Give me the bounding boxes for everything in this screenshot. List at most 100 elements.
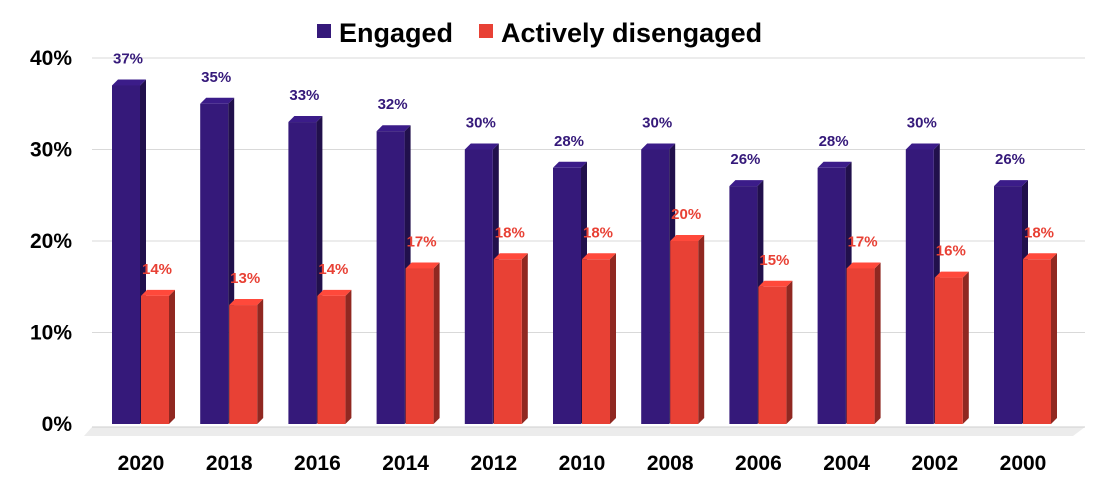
bar-front-face	[670, 241, 699, 424]
bar-engaged	[994, 180, 1028, 424]
bar-front-face	[112, 85, 140, 424]
bar-front-face	[582, 259, 610, 424]
bar-engaged	[112, 79, 146, 424]
bar-side-face	[1051, 253, 1057, 424]
data-label: 33%	[289, 87, 319, 104]
bar-side-face	[874, 262, 881, 424]
data-labels: 37% 14% 35% 13% 33% 14% 32% 17% 30% 18% 28% 18% 30% 2…	[113, 50, 1054, 287]
data-label: 28%	[554, 133, 584, 150]
data-label: 35%	[201, 69, 231, 86]
y-tick-label: 10%	[30, 322, 72, 345]
bar-actively-disengaged	[141, 289, 175, 424]
bar-front-face	[288, 122, 317, 425]
bar-front-face	[405, 268, 434, 424]
bar-actively-disengaged	[934, 271, 969, 424]
bar-actively-disengaged	[846, 262, 881, 424]
data-label: 32%	[378, 96, 408, 113]
x-tick-label: 2014	[382, 452, 429, 475]
bar-front-face	[141, 295, 169, 424]
x-tick-label: 2016	[294, 452, 341, 475]
bar-front-face	[553, 167, 581, 425]
bar-front-face	[200, 103, 229, 424]
legend-swatch-actively-disengaged	[479, 24, 493, 38]
bar-top-face	[200, 97, 235, 104]
data-label: 20%	[671, 206, 701, 223]
data-label: 13%	[230, 270, 260, 287]
data-label: 18%	[495, 224, 525, 241]
legend-label-engaged: Engaged	[339, 18, 453, 48]
bar-top-face	[1023, 253, 1057, 260]
bar-engaged	[376, 125, 411, 424]
bar-front-face	[729, 186, 758, 424]
bar-top-face	[641, 143, 676, 150]
bar-top-face	[553, 161, 587, 168]
bar-engaged	[817, 161, 852, 425]
bar-side-face	[433, 262, 440, 424]
data-label: 30%	[466, 115, 496, 132]
bar-actively-disengaged	[229, 299, 264, 424]
bar-side-face	[257, 299, 264, 424]
data-label: 15%	[759, 252, 789, 269]
bar-side-face	[698, 235, 705, 424]
x-tick-label: 2002	[911, 452, 958, 475]
bar-engaged	[288, 116, 323, 425]
bar-front-face	[376, 131, 405, 424]
bar-front-face	[934, 277, 963, 424]
bar-top-face	[493, 253, 528, 260]
data-label: 37%	[113, 50, 143, 67]
data-label: 16%	[936, 243, 966, 260]
bar-top-face	[141, 289, 175, 296]
bar-front-face	[1023, 259, 1051, 424]
bar-side-face	[169, 289, 175, 424]
bar-front-face	[229, 305, 258, 424]
chart-floor	[84, 426, 1085, 436]
data-label: 26%	[730, 151, 760, 168]
bar-front-face	[317, 295, 346, 424]
x-tick-label: 2000	[1000, 452, 1047, 475]
bar-actively-disengaged	[582, 253, 616, 424]
bar-top-face	[317, 289, 352, 296]
x-tick-label: 2012	[470, 452, 517, 475]
bar-top-face	[670, 235, 705, 241]
bar-top-face	[758, 280, 793, 287]
bar-front-face	[758, 286, 787, 424]
bar-engaged	[729, 180, 764, 424]
data-label: 26%	[995, 151, 1025, 168]
y-tick-label: 30%	[30, 139, 72, 162]
y-tick-label: 40%	[30, 47, 72, 70]
bar-side-face	[521, 253, 528, 424]
bar-top-face	[376, 125, 411, 132]
chart-legend: Engaged Actively disengaged	[317, 18, 762, 48]
bar-top-face	[464, 143, 499, 150]
x-tick-label: 2018	[206, 452, 253, 475]
data-label: 18%	[1024, 224, 1054, 241]
bar-side-face	[610, 253, 616, 424]
bar-side-face	[962, 271, 969, 424]
floor-plane	[84, 427, 1085, 436]
bar-front-face	[994, 186, 1022, 424]
bar-engaged	[553, 161, 587, 425]
bar-engaged	[641, 143, 676, 424]
bar-top-face	[905, 143, 940, 150]
bar-top-face	[288, 116, 323, 123]
legend-swatch-engaged	[317, 24, 331, 38]
y-tick-label: 0%	[42, 413, 73, 436]
y-tick-label: 20%	[30, 230, 72, 253]
bar-top-face	[994, 180, 1028, 187]
x-tick-label: 2006	[735, 452, 782, 475]
bar-top-face	[582, 253, 616, 260]
bar-front-face	[464, 149, 493, 424]
y-axis-ticks: 0% 10% 20% 30% 40%	[30, 47, 72, 436]
bar-front-face	[817, 167, 846, 425]
bar-top-face	[229, 299, 264, 306]
data-label: 14%	[142, 261, 172, 278]
bar-engaged	[464, 143, 499, 424]
bar-actively-disengaged	[405, 262, 440, 424]
data-label: 18%	[583, 224, 613, 241]
bar-side-face	[786, 280, 793, 424]
data-label: 17%	[848, 233, 878, 250]
bar-top-face	[729, 180, 764, 187]
bar-top-face	[112, 79, 146, 86]
data-label: 14%	[318, 261, 348, 278]
bar-top-face	[817, 161, 852, 168]
